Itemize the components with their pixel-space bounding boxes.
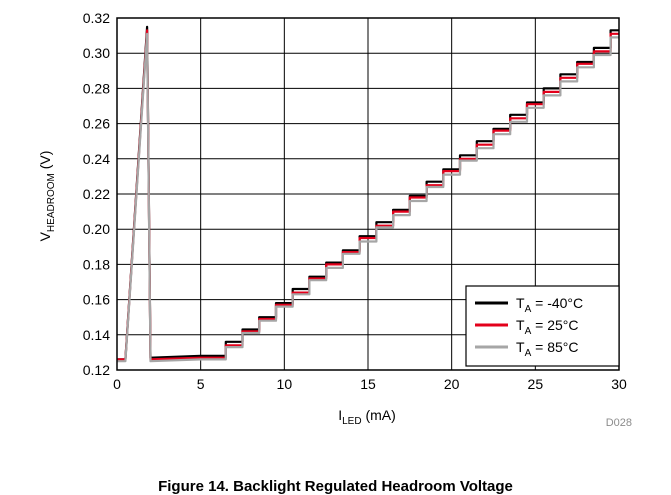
- series-line-1: [117, 25, 619, 361]
- figure-code: D028: [606, 417, 632, 429]
- x-axis-label: ILED (mA): [338, 407, 396, 427]
- x-tick-label: 25: [528, 376, 544, 392]
- y-axis-label: VHEADROOM (V): [37, 151, 57, 242]
- series-line-3: [117, 32, 619, 363]
- y-tick-label: 0.16: [83, 292, 110, 308]
- legend-entry: TA = 85°C: [516, 339, 578, 359]
- legend-entry: TA = -40°C: [516, 295, 583, 315]
- figure-caption: Figure 14. Backlight Regulated Headroom …: [158, 478, 513, 495]
- y-tick-label: 0.14: [83, 327, 110, 343]
- y-tick-label: 0.24: [83, 151, 110, 167]
- y-tick-label: 0.20: [83, 221, 110, 237]
- x-tick-label: 0: [113, 376, 121, 392]
- x-tick-label: 5: [197, 376, 205, 392]
- plot-frame: [116, 17, 620, 371]
- y-tick-label: 0.26: [83, 116, 110, 132]
- series-line-2: [117, 29, 619, 361]
- y-tick-label: 0.32: [83, 10, 110, 26]
- y-tick-label: 0.30: [83, 45, 110, 61]
- legend: TA = -40°CTA = 25°CTA = 85°C: [465, 285, 620, 367]
- x-tick-label: 15: [360, 376, 376, 392]
- y-tick-label: 0.12: [83, 362, 110, 378]
- x-tick-labels: 0 5 10 15 20 25 30: [113, 376, 627, 392]
- chart: 0 5 10 15 20 25 30 0.12 0.14 0.16 0.18 0.20 0.22 0.2…: [37, 10, 632, 429]
- y-tick-labels: 0.12 0.14 0.16 0.18 0.20 0.22 0.24 0.26 0.28 0.30…: [83, 10, 110, 378]
- x-tick-label: 30: [611, 376, 627, 392]
- x-tick-label: 20: [444, 376, 460, 392]
- series-group: [117, 25, 619, 363]
- x-tick-label: 10: [277, 376, 293, 392]
- y-tick-label: 0.22: [83, 186, 110, 202]
- y-tick-label: 0.18: [83, 256, 110, 272]
- y-tick-label: 0.28: [83, 80, 110, 96]
- legend-entry: TA = 25°C: [516, 317, 578, 337]
